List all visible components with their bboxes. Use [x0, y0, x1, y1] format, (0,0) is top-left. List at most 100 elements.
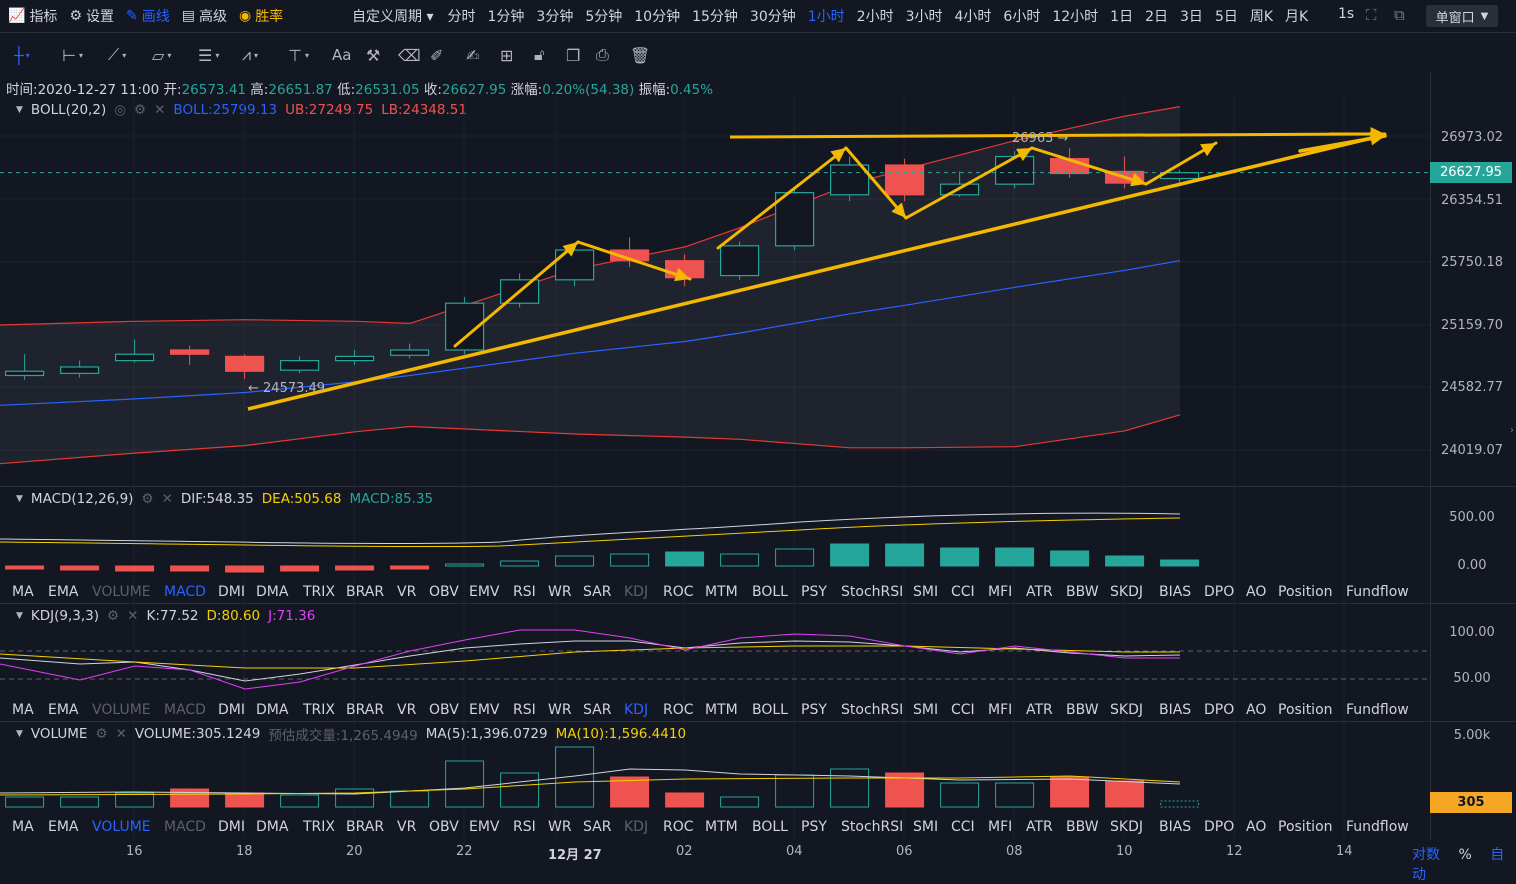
indicator-obv[interactable]: OBV: [429, 819, 459, 835]
indicator-atr[interactable]: ATR: [1026, 584, 1053, 600]
indicator-dpo[interactable]: DPO: [1204, 702, 1235, 718]
window-mode-select[interactable]: 单窗口 ▼: [1426, 5, 1498, 27]
indicator-ema[interactable]: EMA: [48, 584, 79, 600]
indicator-bias[interactable]: BIAS: [1159, 819, 1192, 835]
indicator-rsi[interactable]: RSI: [513, 584, 536, 600]
resistance-line[interactable]: [729, 132, 1371, 139]
indicator-macd[interactable]: MACD: [164, 702, 206, 718]
indicator-brar[interactable]: BRAR: [346, 584, 385, 600]
indicator-smi[interactable]: SMI: [913, 819, 939, 835]
indicator-kdj[interactable]: KDJ: [624, 702, 649, 718]
annotation-line[interactable]: [1030, 146, 1148, 186]
indicator-mfi[interactable]: MFI: [988, 819, 1013, 835]
indicator-ema[interactable]: EMA: [48, 819, 79, 835]
annotation-line[interactable]: [716, 146, 848, 250]
period-6小时[interactable]: 6小时: [1003, 9, 1041, 25]
indicator-brar[interactable]: BRAR: [346, 819, 385, 835]
indicator-position[interactable]: Position: [1278, 819, 1333, 835]
indicator-position[interactable]: Position: [1278, 584, 1333, 600]
realtime-toggle[interactable]: 1s: [1338, 6, 1355, 22]
indicator-ema[interactable]: EMA: [48, 702, 79, 718]
indicator-obv[interactable]: OBV: [429, 702, 459, 718]
period-3小时[interactable]: 3小时: [905, 9, 943, 25]
indicator-psy[interactable]: PSY: [801, 584, 827, 600]
settings-icon[interactable]: ⚙: [141, 491, 154, 507]
collapse-icon[interactable]: ▼: [16, 729, 23, 739]
indicator-skdj[interactable]: SKDJ: [1110, 702, 1143, 718]
pattern-icon[interactable]: ⚒: [366, 45, 381, 65]
indicator-vr[interactable]: VR: [397, 702, 417, 718]
indicator-trix[interactable]: TRIX: [303, 584, 335, 600]
pane-divider[interactable]: [0, 486, 1516, 487]
grid-icon[interactable]: ⊞: [500, 45, 514, 65]
indicator-wr[interactable]: WR: [548, 702, 572, 718]
indicator-emv[interactable]: EMV: [469, 702, 500, 718]
period-12小时[interactable]: 12小时: [1052, 9, 1099, 25]
indicator-sar[interactable]: SAR: [583, 584, 612, 600]
indicator-dmi[interactable]: DMI: [218, 584, 245, 600]
rectangle-icon[interactable]: ▱ ▾: [152, 45, 172, 65]
copy-icon[interactable]: ❐: [566, 45, 581, 65]
indicator-stochrsi[interactable]: StochRSI: [841, 819, 904, 835]
period-3日[interactable]: 3日: [1180, 9, 1203, 25]
trash-icon[interactable]: 🗑︎: [630, 45, 651, 65]
indicator-cci[interactable]: CCI: [951, 702, 975, 718]
indicator-cci[interactable]: CCI: [951, 819, 975, 835]
indicator-boll[interactable]: BOLL: [752, 584, 788, 600]
annotation-line[interactable]: [576, 240, 692, 281]
indicator-bias[interactable]: BIAS: [1159, 584, 1192, 600]
custom-period-select[interactable]: 自定义周期 ▾: [352, 9, 434, 25]
indicator-ao[interactable]: AO: [1246, 702, 1267, 718]
indicator-ao[interactable]: AO: [1246, 584, 1267, 600]
indicator-button[interactable]: 📈 指标: [8, 8, 58, 25]
indicator-dma[interactable]: DMA: [256, 584, 289, 600]
indicator-macd[interactable]: MACD: [164, 819, 206, 835]
indicator-smi[interactable]: SMI: [913, 584, 939, 600]
indicator-brar[interactable]: BRAR: [346, 702, 385, 718]
indicator-ma[interactable]: MA: [12, 584, 34, 600]
period-15分钟[interactable]: 15分钟: [692, 9, 738, 25]
indicator-position[interactable]: Position: [1278, 702, 1333, 718]
indicator-volume[interactable]: VOLUME: [92, 819, 151, 835]
settings-icon[interactable]: ⚙: [134, 102, 147, 118]
indicator-dpo[interactable]: DPO: [1204, 584, 1235, 600]
brush-icon[interactable]: ✍: [466, 45, 480, 65]
indicator-wr[interactable]: WR: [548, 584, 572, 600]
indicator-ma[interactable]: MA: [12, 819, 34, 835]
parallel-channel-icon[interactable]: ☰ ▾: [198, 45, 220, 65]
indicator-trix[interactable]: TRIX: [303, 819, 335, 835]
indicator-obv[interactable]: OBV: [429, 584, 459, 600]
fib-icon[interactable]: ⊤ ▾: [288, 45, 309, 65]
indicator-roc[interactable]: ROC: [663, 702, 694, 718]
annotation-line[interactable]: [904, 146, 1034, 220]
indicator-dma[interactable]: DMA: [256, 819, 289, 835]
ruler-icon[interactable]: ✐: [430, 45, 444, 65]
pane-divider[interactable]: [0, 603, 1516, 604]
eye-icon[interactable]: ◎: [114, 102, 126, 118]
indicator-volume[interactable]: VOLUME: [92, 702, 151, 718]
period-4小时[interactable]: 4小时: [954, 9, 992, 25]
collapse-icon[interactable]: ▼: [16, 611, 23, 621]
indicator-trix[interactable]: TRIX: [303, 702, 335, 718]
period-3分钟[interactable]: 3分钟: [536, 9, 574, 25]
period-2日[interactable]: 2日: [1145, 9, 1169, 25]
indicator-dmi[interactable]: DMI: [218, 819, 245, 835]
fullscreen-icon[interactable]: ⛶: [1366, 6, 1377, 24]
indicator-emv[interactable]: EMV: [469, 819, 500, 835]
indicator-boll[interactable]: BOLL: [752, 819, 788, 835]
period-1分钟[interactable]: 1分钟: [487, 9, 525, 25]
crosshair-icon[interactable]: ┼ ▾: [14, 45, 30, 65]
indicator-boll[interactable]: BOLL: [752, 702, 788, 718]
lock-icon[interactable]: 🔓︎: [534, 45, 545, 64]
indicator-emv[interactable]: EMV: [469, 584, 500, 600]
screenshot-icon[interactable]: ⎙: [596, 45, 609, 64]
period-5日[interactable]: 5日: [1214, 9, 1238, 25]
period-月K[interactable]: 月K: [1285, 9, 1309, 25]
indicator-dmi[interactable]: DMI: [218, 702, 245, 718]
indicator-ma[interactable]: MA: [12, 702, 34, 718]
indicator-bbw[interactable]: BBW: [1066, 584, 1099, 600]
indicator-mtm[interactable]: MTM: [705, 584, 738, 600]
wave-icon[interactable]: ⩘ ▾: [242, 45, 259, 64]
price-axis[interactable]: [1430, 72, 1516, 840]
indicator-mtm[interactable]: MTM: [705, 819, 738, 835]
